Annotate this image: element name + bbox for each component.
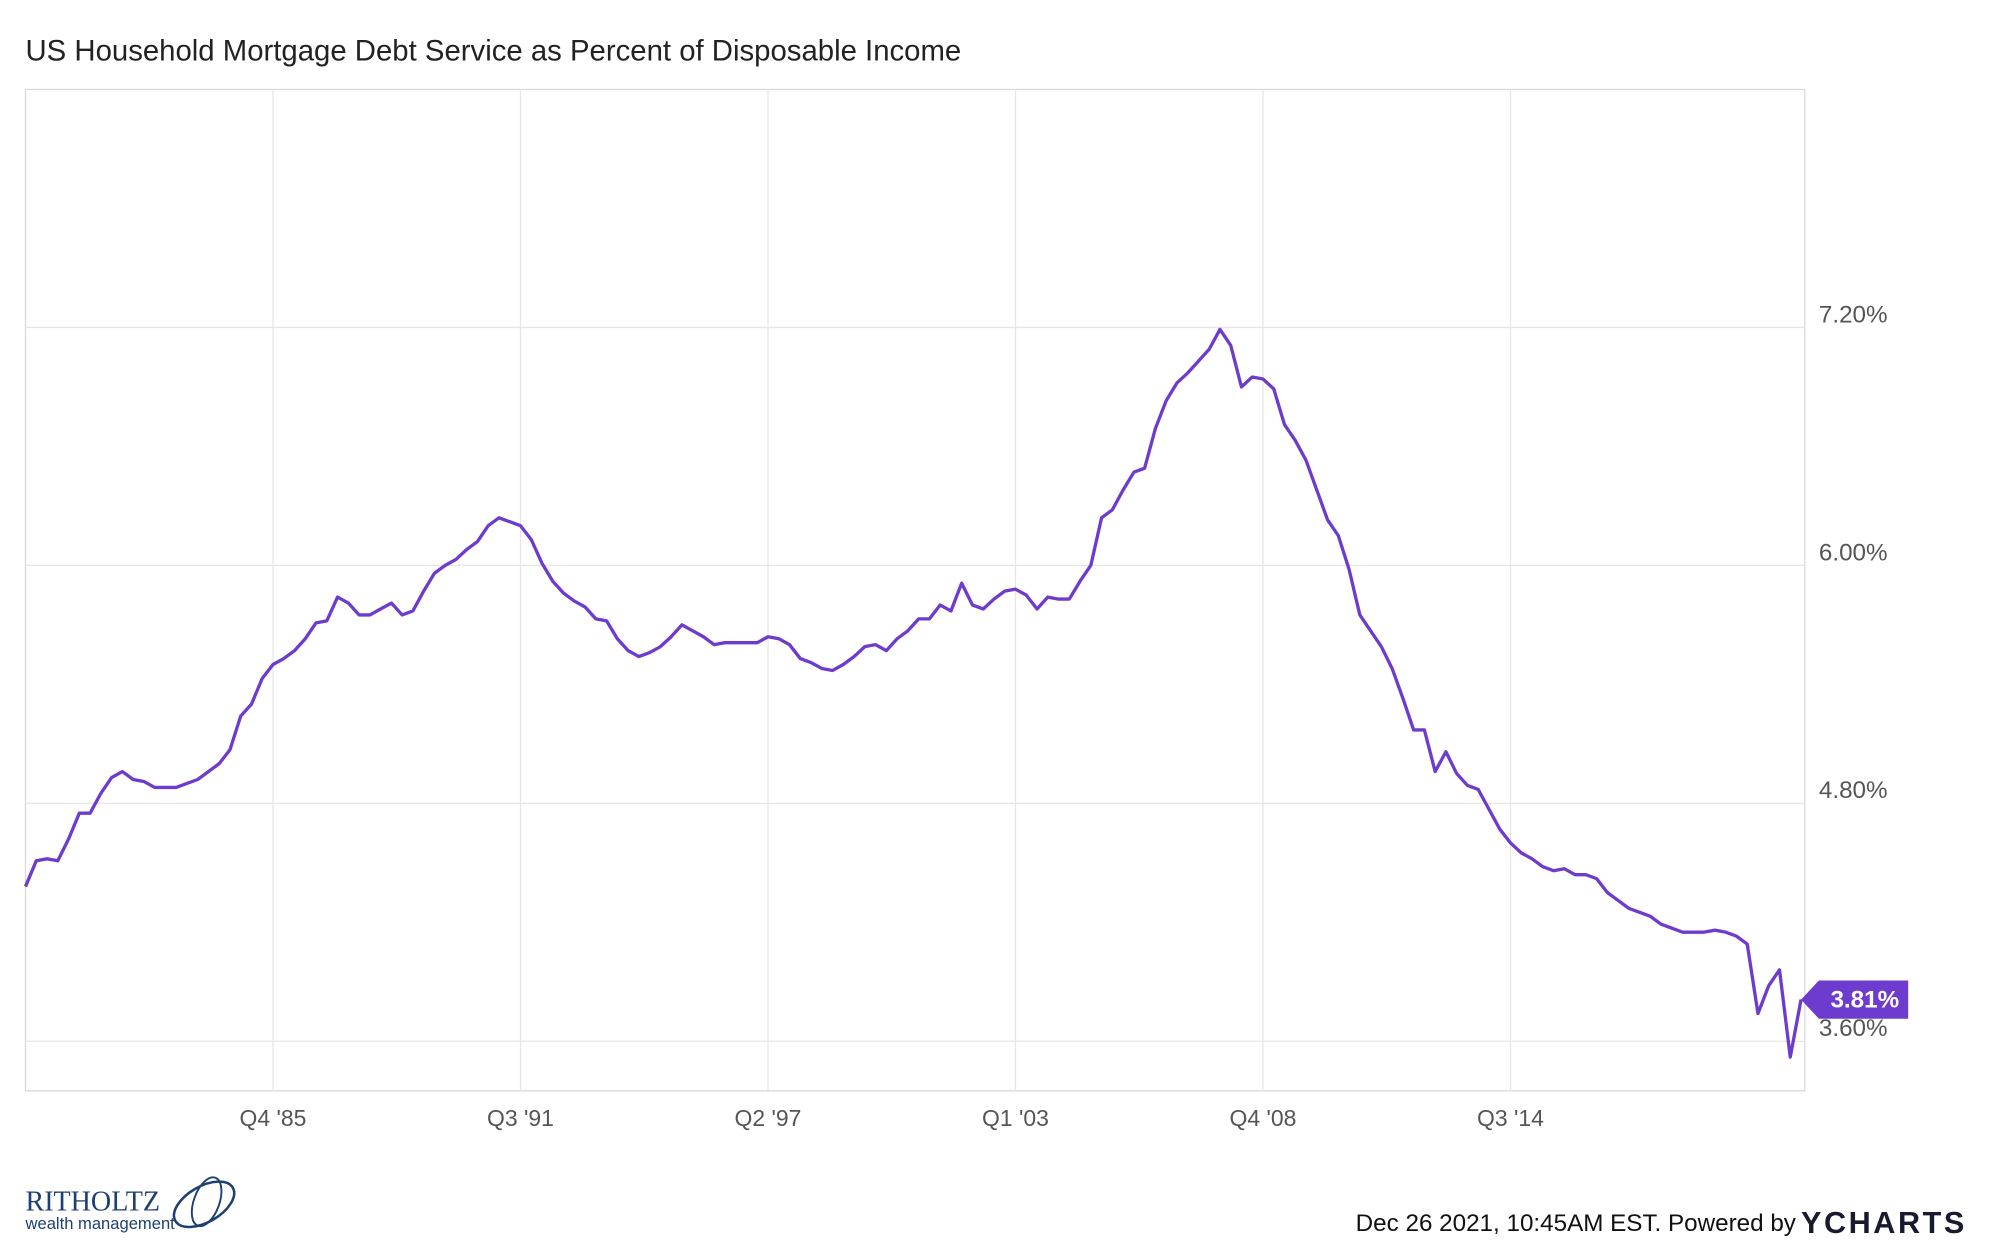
grid [25,89,1805,1091]
chart-title: US Household Mortgage Debt Service as Pe… [26,34,962,67]
logo: RITHOLTZ wealth management [25,1176,236,1233]
x-tick-label: Q4 '85 [240,1105,307,1131]
y-tick-label: 7.20% [1819,301,1888,328]
brand: YCHARTS [1801,1206,1967,1240]
logo-text: RITHOLTZ [26,1187,161,1218]
x-tick-label: Q3 '91 [487,1105,554,1131]
y-tick-label: 3.60% [1819,1015,1888,1042]
logo-subtext: wealth management [25,1214,176,1233]
footer-note: Dec 26 2021, 10:45AM EST. Powered by [1356,1210,1797,1237]
logo-swirl [190,1176,223,1228]
end-label-badge [1801,980,1909,1019]
x-tick-label: Q4 '08 [1230,1105,1297,1131]
end-value-label: 3.81% [1830,986,1899,1013]
x-tick-label: Q3 '14 [1477,1105,1544,1131]
x-tick-label: Q1 '03 [982,1105,1049,1131]
x-tick-label: Q2 '97 [735,1105,802,1131]
y-tick-label: 6.00% [1819,539,1888,566]
plot-frame [24,88,1806,1092]
y-tick-label: 4.80% [1819,777,1888,804]
line-series [23,327,1803,1059]
logo-swirl [172,1180,236,1229]
